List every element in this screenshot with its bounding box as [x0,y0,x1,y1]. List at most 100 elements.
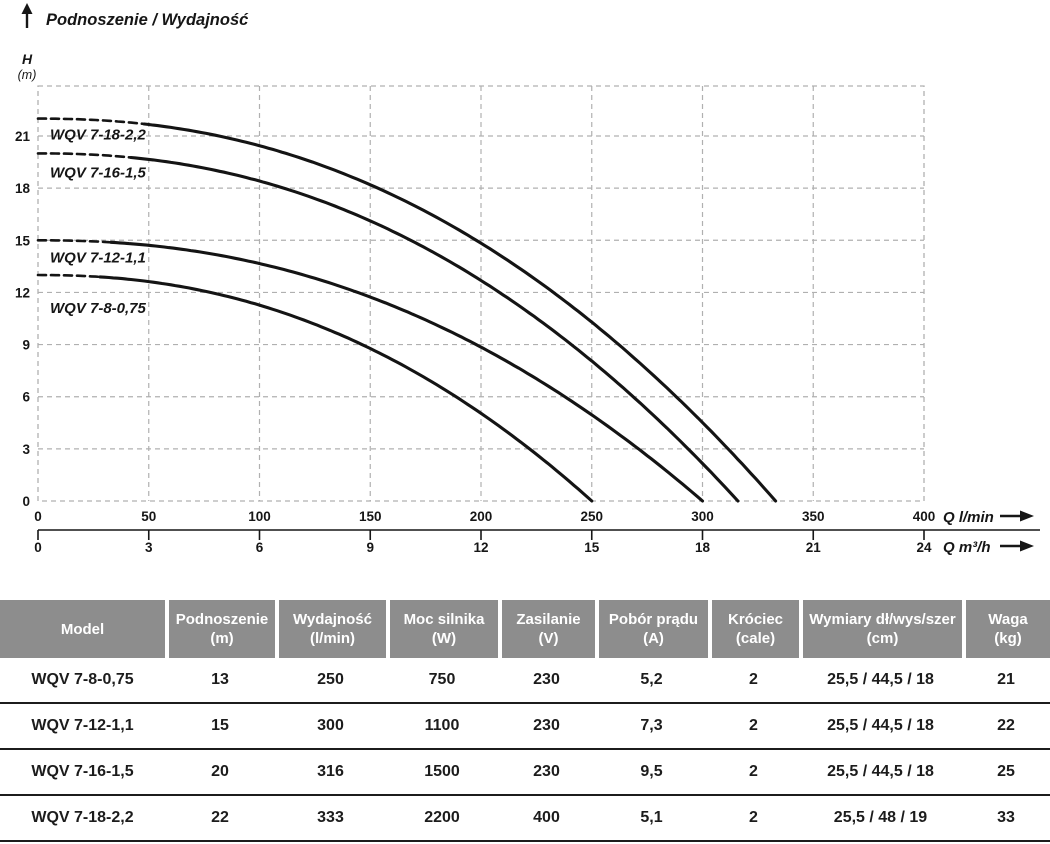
x-axis-primary-unit: Q l/min [943,509,994,526]
table-cell: 750 [428,671,456,688]
x-tick-label-lmin: 0 [34,509,42,524]
table-cell: 22 [997,717,1015,734]
y-tick-label: 12 [15,285,30,300]
y-tick-label: 0 [22,494,30,509]
table-cell: 13 [211,671,229,688]
table-cell: 400 [533,809,560,826]
curve-label: WQV 7-12-1,1 [50,250,146,267]
table-header-unit: (V) [538,630,559,647]
pump-curve [142,122,778,503]
x-tick-label-lmin: 100 [248,509,271,524]
pump-curve [98,275,594,503]
table-header-unit: (cm) [866,630,899,647]
y-tick-label: 15 [15,233,31,248]
x-tick-label-lmin: 350 [802,509,825,524]
pump-curve-dashed-segment [36,117,146,126]
table-cell-model: WQV 7-16-1,5 [31,763,134,780]
table-cell-model: WQV 7-18-2,2 [31,809,134,826]
y-tick-label: 9 [22,338,30,353]
x-axis-secondary-unit: Q m³/h [943,539,991,556]
table-header-cell: Króciec (cale) [708,600,799,658]
table-header-unit: (m) [210,630,234,647]
table-header-label: Króciec [727,611,784,628]
table-cell: 22 [211,809,229,826]
head-flow-chart: Podnoszenie / Wydajność H (m) 0 3 6 9 12 15 18… [15,3,1040,556]
x-tick-label-lmin: 250 [580,509,603,524]
table-cell: 25,5 / 44,5 / 18 [827,717,934,734]
x-tick-label-lmin: 150 [359,509,382,524]
table-row: WQV 7-18-2,2 22 333 2200 400 5,1 2 25,5 / 48 / … [0,796,1050,842]
x-tick-label-m3h: 24 [916,540,932,555]
table-cell: 33 [997,809,1015,826]
table-cell: 20 [211,763,229,780]
table-header-unit: (A) [643,630,664,647]
table-header-label: Pobór prądu [608,611,699,628]
table-cell: 2 [749,809,758,826]
table-cell: 230 [533,763,560,780]
x-tick-label-m3h: 21 [806,540,822,555]
table-cell: 5,2 [640,671,663,688]
table-row: WQV 7-12-1,1 15 300 1100 230 7,3 2 25,5 / 44,5 … [0,704,1050,750]
table-row: WQV 7-16-1,5 20 316 1500 230 9,5 2 25,5 / 44,5 … [0,750,1050,796]
table-header-cell: Wydajność (l/min) [275,600,386,658]
table-header-label: Waga [988,611,1028,628]
right-arrow-icon [1000,540,1034,552]
table-cell: 2 [749,717,758,734]
table-cell: 25 [997,763,1015,780]
table-header-label: Wymiary dł/wys/szer [809,611,956,628]
table-cell: 21 [997,671,1015,688]
y-tick-label: 3 [22,442,30,457]
table-cell: 250 [317,671,344,688]
table-cell: 2200 [424,809,460,826]
table-cell: 230 [533,717,560,734]
x-tick-label-m3h: 15 [584,540,600,555]
x-tick-label-lmin: 300 [691,509,714,524]
spec-table: Model Podnoszenie (m) Wydajność (l/min) Moc s… [0,600,1050,842]
x-tick-label-m3h: 0 [34,540,42,555]
pump-curve-dashed-segment [36,273,102,279]
table-header-unit: (l/min) [310,630,355,647]
y-axis-label: H [22,51,33,67]
x-tick-label-lmin: 200 [470,509,493,524]
table-cell: 25,5 / 48 / 19 [833,809,928,826]
table-cell: 9,5 [640,763,663,780]
pump-curve-dashed-segment [36,152,133,159]
table-cell: 1100 [424,717,460,734]
pump-curve [129,155,740,503]
table-cell-model: WQV 7-12-1,1 [31,717,134,734]
y-tick-label: 21 [15,129,31,144]
x-tick-label-lmin: 50 [141,509,156,524]
table-cell: 1500 [424,763,460,780]
chart-title: Podnoszenie / Wydajność [46,11,249,29]
table-header-cell: Zasilanie (V) [498,600,595,658]
table-cell: 2 [749,671,758,688]
table-header-cell: Podnoszenie (m) [165,600,275,658]
table-header-label: Moc silnika [403,611,485,628]
x-tick-label-m3h: 6 [256,540,264,555]
table-header-label: Model [60,620,105,638]
table-cell: 300 [317,717,344,734]
table-cell: 25,5 / 44,5 / 18 [827,763,934,780]
table-cell: 25,5 / 44,5 / 18 [827,671,934,688]
pump-curve-dashed-segment [36,239,113,244]
table-header-label: Zasilanie [516,611,581,628]
table-cell: 5,1 [640,809,663,826]
table-header-unit: (kg) [994,630,1022,647]
curve-label: WQV 7-8-0,75 [50,300,147,317]
table-row: WQV 7-8-0,75 13 250 750 230 5,2 2 25,5 / 44,5 /… [0,658,1050,704]
table-cell: 230 [533,671,560,688]
spec-table-body: WQV 7-8-0,75 13 250 750 230 5,2 2 25,5 / 44,5 /… [0,658,1050,842]
table-cell: 2 [749,763,758,780]
spec-table-header-row: Model Podnoszenie (m) Wydajność (l/min) Moc s… [0,600,1050,658]
table-header-unit: (cale) [735,630,776,647]
pump-curve [109,240,705,503]
table-cell: 316 [317,763,344,780]
table-header-cell: Model [0,600,165,658]
x-tick-label-m3h: 9 [366,540,374,555]
table-cell: 15 [211,717,229,734]
up-arrow-icon [21,3,33,28]
table-cell: 333 [317,809,344,826]
table-header-label: Podnoszenie [175,611,269,628]
x-tick-label-m3h: 18 [695,540,711,555]
